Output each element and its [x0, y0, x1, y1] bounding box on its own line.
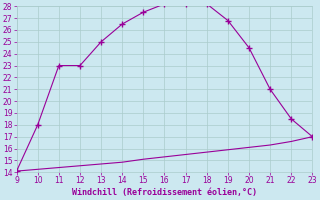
X-axis label: Windchill (Refroidissement éolien,°C): Windchill (Refroidissement éolien,°C): [72, 188, 257, 197]
